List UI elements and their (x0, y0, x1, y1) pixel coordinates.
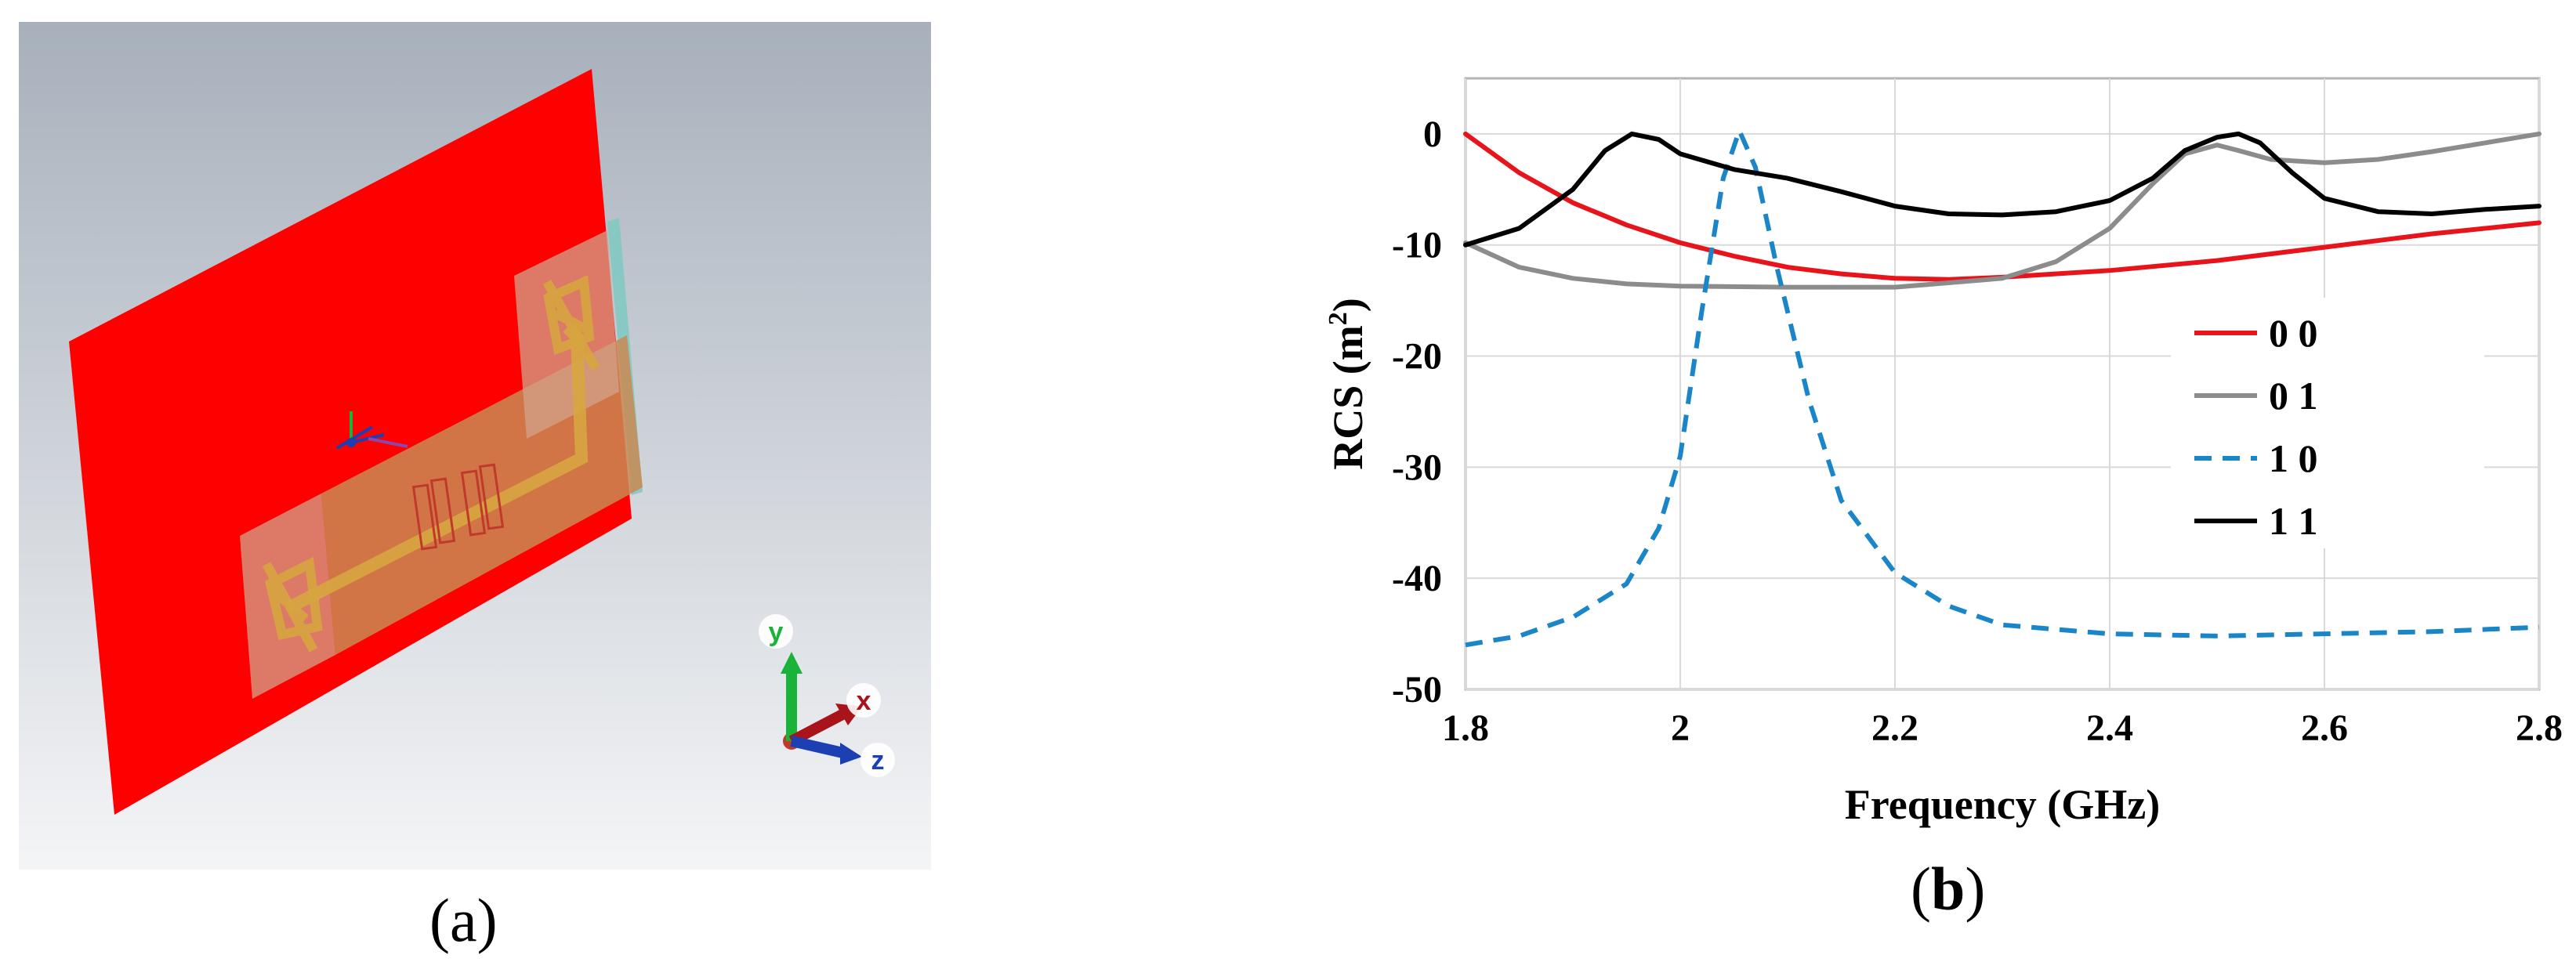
caption-b-close: ) (1965, 855, 1986, 923)
resonator-slot-3 (460, 469, 487, 537)
x-tick-label: 2.8 (2516, 707, 2563, 749)
caption-a-close: ) (476, 886, 498, 954)
caption-b-open: ( (1911, 855, 1931, 923)
x-tick-label: 2.2 (1871, 707, 1918, 749)
legend-label: 0 0 (2269, 311, 2318, 355)
series-line-1 (1463, 131, 2542, 290)
series-line-0 (1463, 131, 2542, 282)
caption-a-letter: a (449, 886, 477, 954)
x-axis-label: x (857, 686, 871, 716)
resonator-slot-4 (478, 463, 505, 530)
x-tick-label: 2.4 (2086, 707, 2133, 749)
series-lines (1463, 128, 2542, 648)
x-tick-label: 1.8 (1442, 707, 1489, 749)
legend-box (2171, 298, 2484, 548)
left-antenna-element (262, 556, 323, 653)
x-tick-labels: 1.8 2 2.2 2.4 2.6 2.8 (1442, 707, 2563, 749)
y-tick-label: -10 (1392, 225, 1442, 266)
legend-label: 0 1 (2269, 374, 2318, 418)
y-tick-labels: 0 -10 -20 -30 -40 -50 (1392, 114, 1442, 711)
x-tick-label: 2.6 (2301, 707, 2348, 749)
y-tick-label: -30 (1392, 447, 1442, 488)
legend-label: 1 1 (2269, 499, 2318, 543)
y-tick-label: -50 (1392, 669, 1442, 711)
caption-b-letter: b (1930, 855, 1966, 923)
x-tick-label: 2 (1671, 707, 1690, 749)
series-line-3 (1463, 131, 2542, 248)
y-tick-label: 0 (1423, 114, 1442, 155)
y-axis-title-prefix: RCS (m (1324, 325, 1371, 470)
resonator-slot-1 (411, 483, 438, 551)
axes-triad: y x z (759, 614, 895, 777)
z-axis-arrow (790, 736, 848, 759)
local-coordinate-marker (335, 411, 408, 450)
y-axis-title-sup: 2 (1324, 312, 1353, 325)
y-axis-title: RCS (m2) (1324, 298, 1371, 469)
y-tick-label: -40 (1392, 558, 1442, 599)
x-axis-arrow (788, 709, 846, 747)
caption-a-open: ( (429, 886, 450, 954)
y-tick-label: -20 (1392, 336, 1442, 378)
z-axis-label: z (871, 746, 885, 776)
series-line-2 (1465, 128, 2540, 648)
y-axis-title-suffix: ) (1324, 298, 1371, 312)
legend-label: 1 0 (2269, 436, 2318, 480)
x-axis-title: Frequency (GHz) (1845, 781, 2160, 828)
y-axis-label: y (769, 617, 784, 647)
right-antenna-element (542, 275, 600, 371)
legend: 0 0 0 1 1 0 1 1 (2171, 298, 2484, 548)
caption-b: (b) (1911, 854, 1985, 924)
resonator-slot-2 (429, 477, 456, 544)
caption-a: (a) (429, 885, 498, 956)
